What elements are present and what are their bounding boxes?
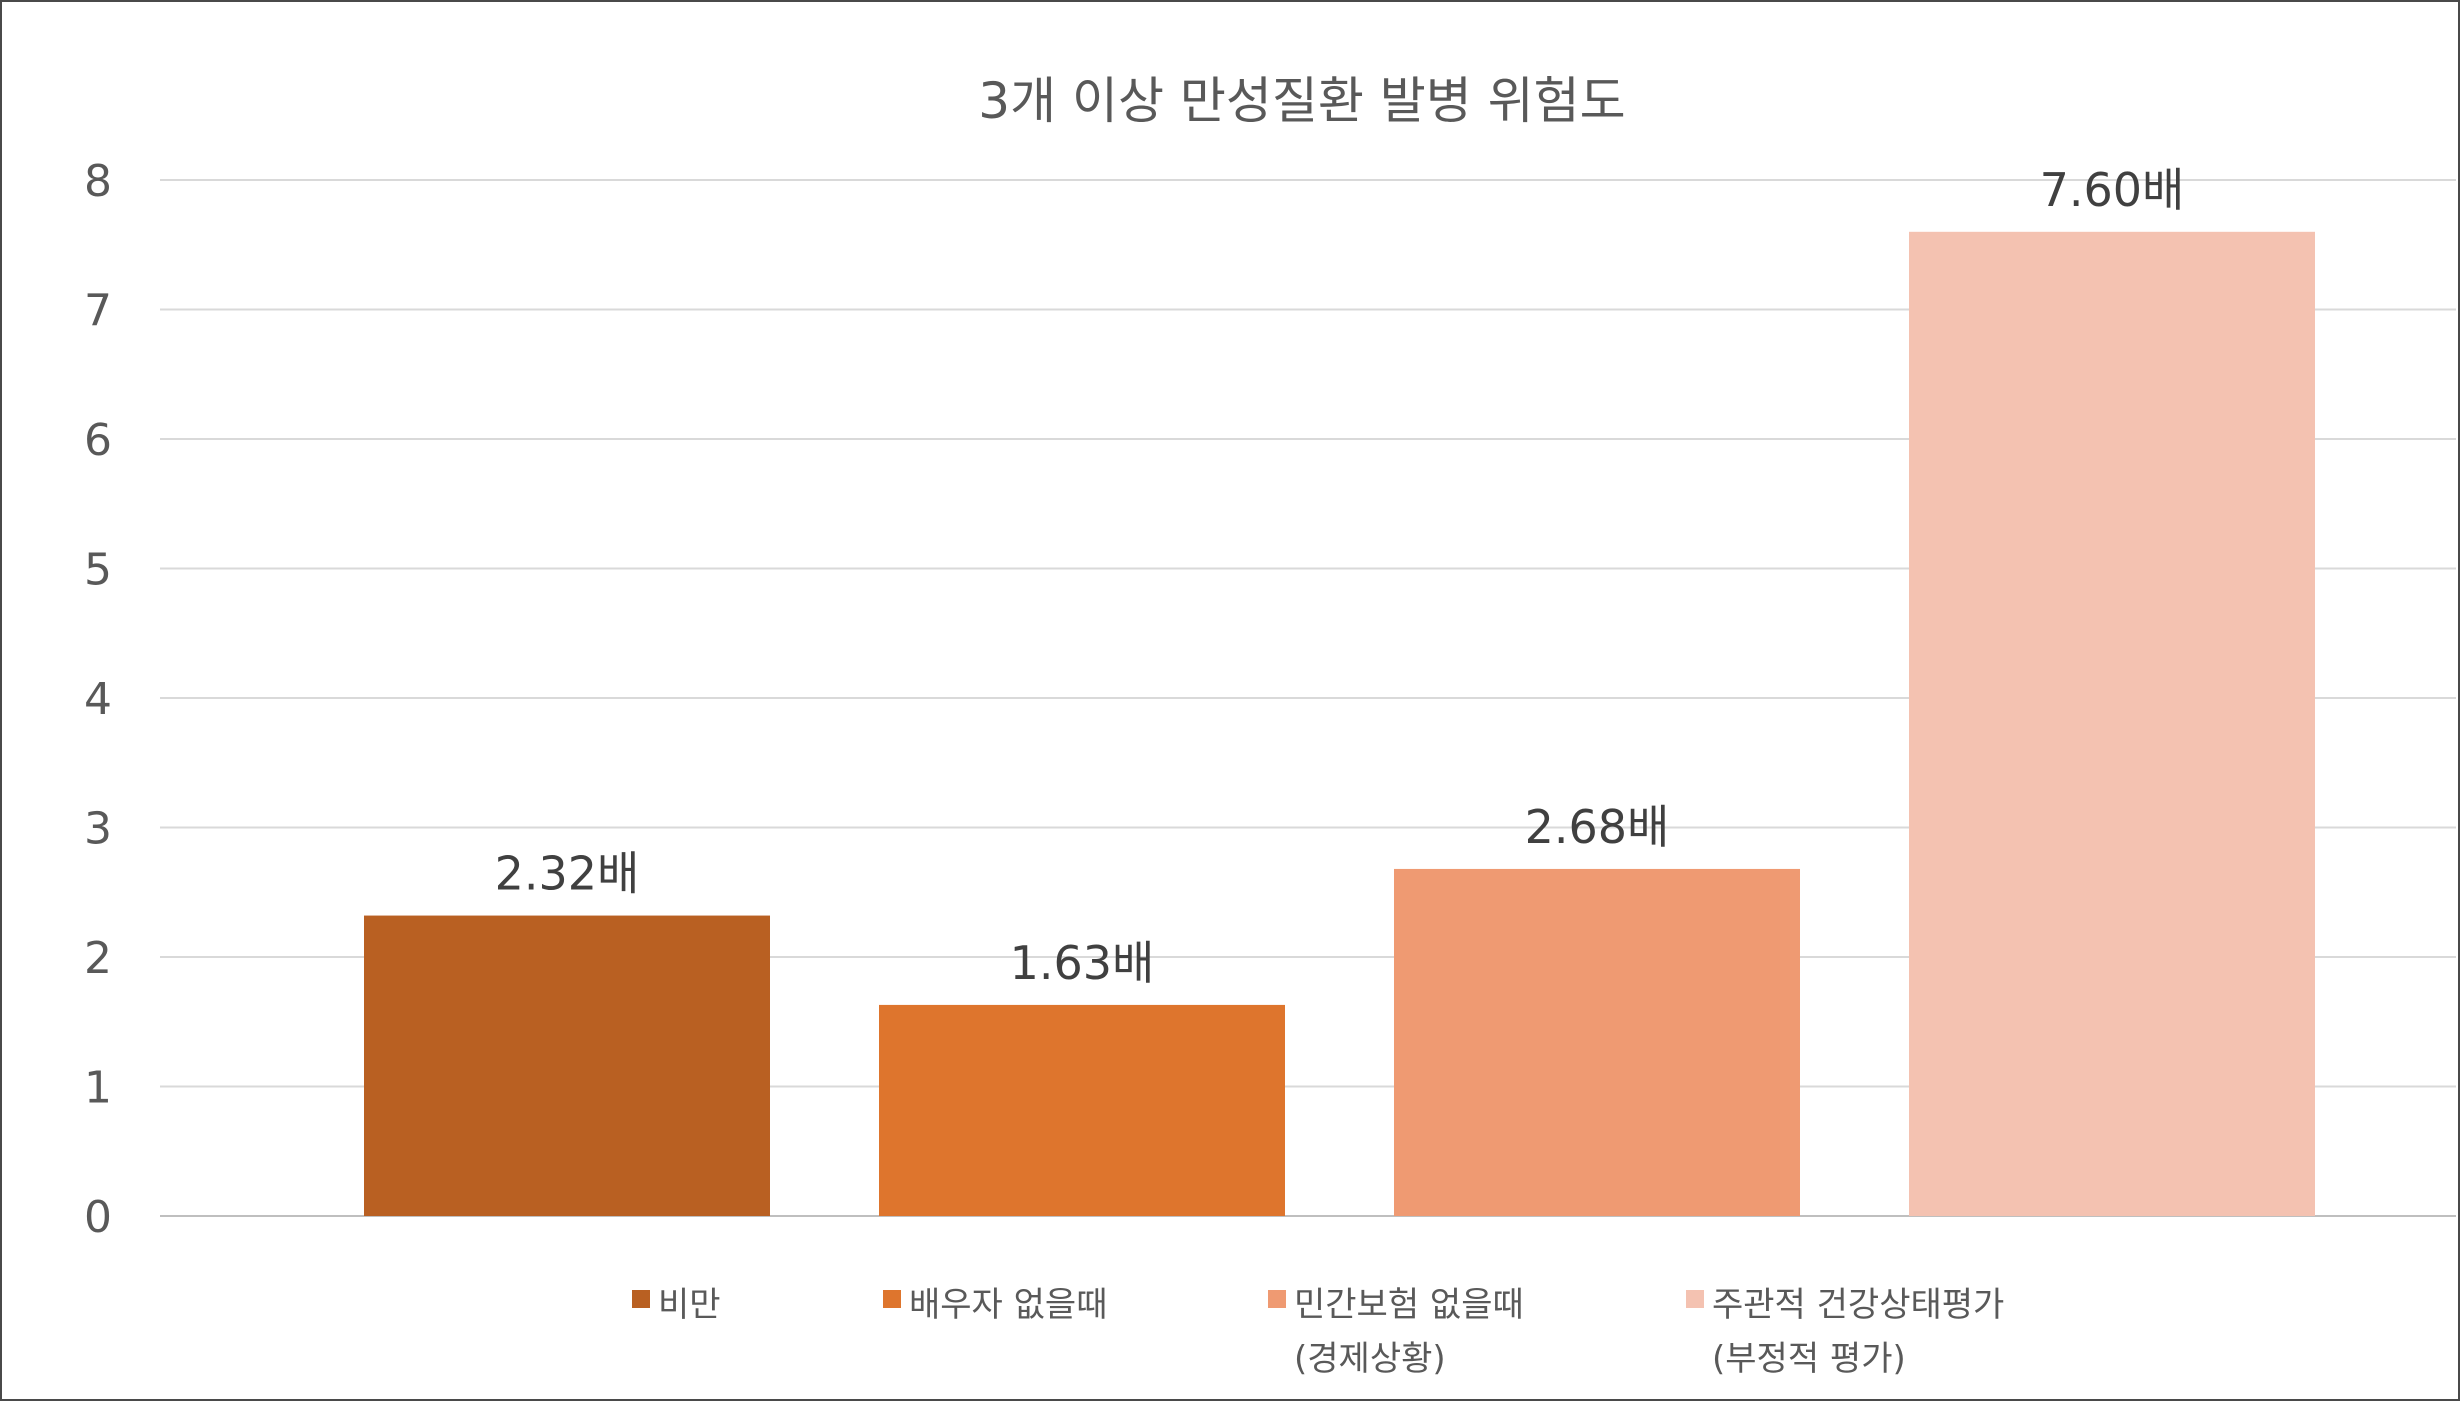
legend-item: 비만: [632, 1278, 721, 1332]
y-tick-label: 4: [84, 674, 112, 725]
data-label: 1.63배: [1010, 936, 1155, 990]
bar: [1909, 231, 2315, 1217]
bar: [879, 1004, 1285, 1216]
data-label: 7.60배: [2040, 163, 2185, 217]
legend-swatch: [1686, 1290, 1704, 1308]
legend-label: 배우자 없을때: [909, 1285, 1108, 1325]
data-labels: 2.32배 1.63배 2.68배 7.60배: [495, 163, 2185, 990]
y-axis-ticks: 0 1 2 3 4 5 6 7 8: [84, 156, 112, 1243]
legend-swatch: [1268, 1290, 1286, 1308]
y-tick-label: 8: [84, 156, 112, 207]
bar: [364, 915, 770, 1216]
y-tick-label: 2: [84, 933, 112, 984]
chart-title: 3개 이상 만성질환 발병 위험도: [978, 72, 1625, 130]
legend-swatch: [632, 1290, 650, 1308]
legend-label: 비만: [658, 1285, 721, 1325]
legend-label: 주관적 건강상태평가 (부정적 평가): [1712, 1285, 2005, 1379]
legend-swatch: [883, 1290, 901, 1308]
data-label: 2.68배: [1525, 800, 1670, 854]
y-tick-label: 6: [84, 415, 112, 466]
data-label: 2.32배: [495, 847, 640, 901]
legend: 비만 배우자 없을때 민간보험 없을때 (경제상황) 주관적 건강상태평가 (부정적 …: [0, 1278, 2460, 1388]
y-tick-label: 3: [84, 804, 112, 855]
legend-item: 주관적 건강상태평가 (부정적 평가): [1686, 1278, 2004, 1386]
legend-item: 배우자 없을때: [883, 1278, 1108, 1332]
y-tick-label: 1: [84, 1063, 112, 1114]
bar: [1394, 868, 1800, 1216]
legend-item: 민간보험 없을때 (경제상황): [1268, 1278, 1524, 1386]
y-tick-label: 7: [84, 286, 112, 337]
y-tick-label: 0: [84, 1192, 112, 1243]
bars: [364, 231, 2315, 1217]
y-tick-label: 5: [84, 545, 112, 596]
legend-label: 민간보험 없을때 (경제상황): [1294, 1285, 1524, 1379]
